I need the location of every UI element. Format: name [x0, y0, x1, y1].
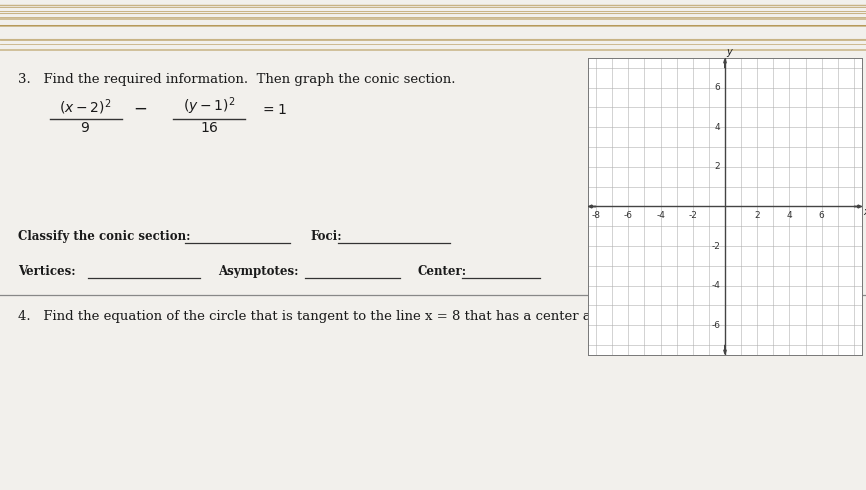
Text: $(y-1)^2$: $(y-1)^2$: [183, 96, 236, 117]
FancyArrow shape: [854, 205, 861, 208]
Text: -4: -4: [656, 212, 665, 220]
Text: -4: -4: [711, 281, 721, 290]
Text: 6: 6: [714, 83, 721, 92]
Text: 3.   Find the required information.  Then graph the conic section.: 3. Find the required information. Then g…: [18, 73, 456, 86]
Text: -2: -2: [688, 212, 697, 220]
Text: Classify the conic section:: Classify the conic section:: [18, 230, 191, 243]
Text: 2: 2: [754, 212, 760, 220]
Text: $9$: $9$: [80, 121, 90, 135]
FancyArrow shape: [724, 59, 727, 68]
Text: Vertices:: Vertices:: [18, 265, 75, 278]
Text: -8: -8: [591, 212, 600, 220]
Text: 4: 4: [714, 123, 721, 132]
Text: 2: 2: [714, 162, 721, 171]
Text: y: y: [727, 47, 732, 57]
Text: Foci:: Foci:: [310, 230, 341, 243]
Text: 4.   Find the equation of the circle that is tangent to the line x = 8 that has : 4. Find the equation of the circle that …: [18, 310, 660, 323]
Text: -6: -6: [624, 212, 633, 220]
Text: Asymptotes:: Asymptotes:: [218, 265, 299, 278]
Text: $16$: $16$: [200, 121, 218, 135]
Text: 4: 4: [786, 212, 792, 220]
Text: -6: -6: [711, 321, 721, 330]
FancyArrow shape: [724, 345, 727, 354]
Text: Center:: Center:: [418, 265, 467, 278]
Text: $(x-2)^2$: $(x-2)^2$: [59, 98, 111, 117]
Text: 6: 6: [819, 212, 824, 220]
Text: $= 1$: $= 1$: [260, 103, 287, 117]
Text: -2: -2: [711, 242, 721, 250]
Text: x: x: [863, 207, 866, 218]
Text: $-$: $-$: [132, 100, 147, 117]
FancyArrow shape: [589, 205, 596, 208]
